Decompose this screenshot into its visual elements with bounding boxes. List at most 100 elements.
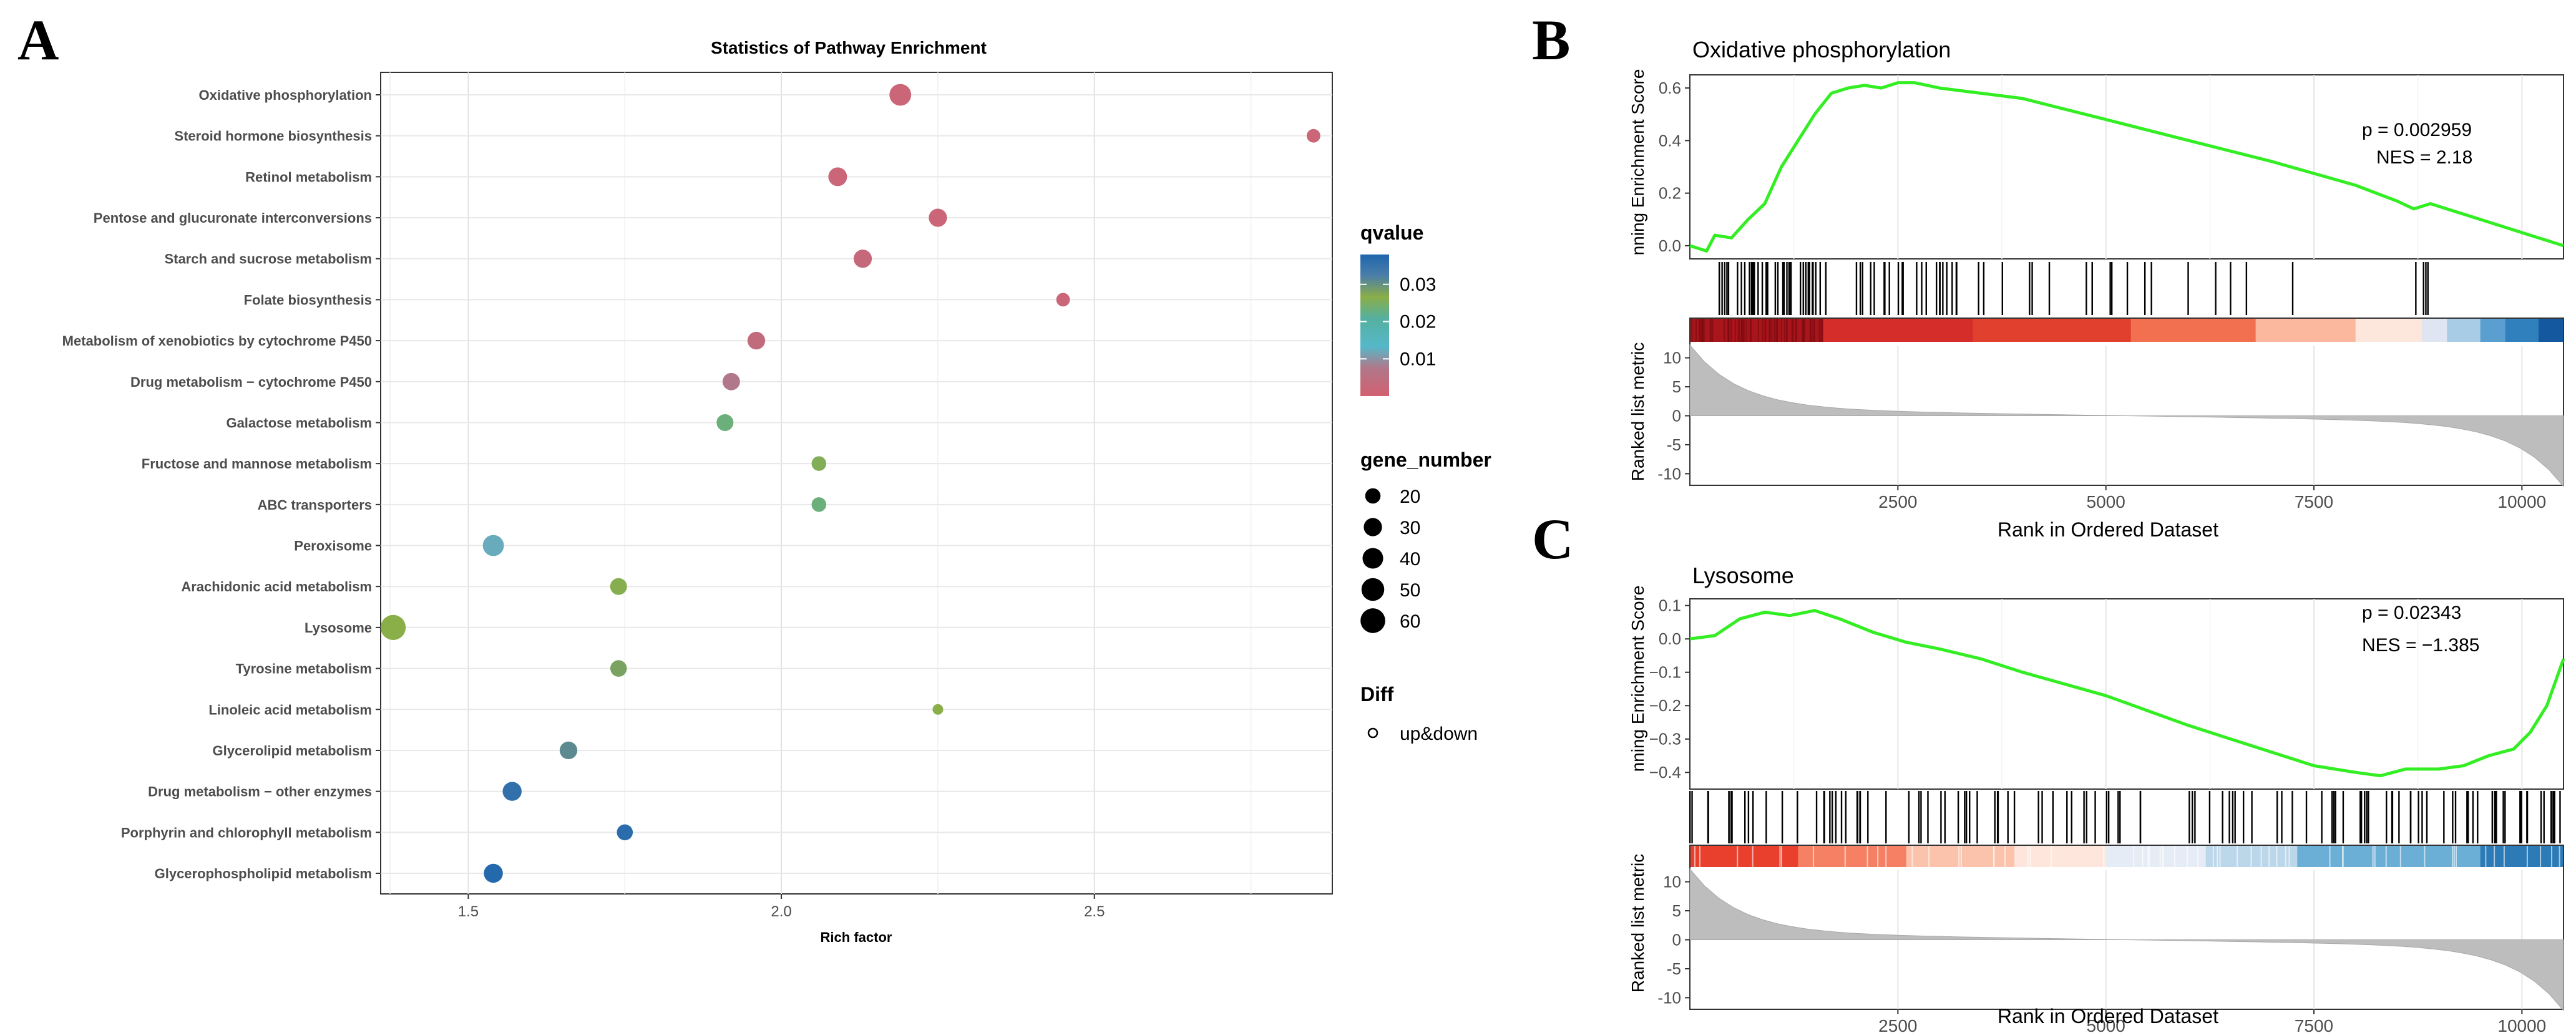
rank-heat-streak <box>2424 845 2426 867</box>
rank-heat-streak <box>2456 845 2457 867</box>
rank-heat-streak <box>1960 845 1962 867</box>
x-tick-label: 2.0 <box>771 903 791 920</box>
rank-heat-streak <box>1792 318 1794 342</box>
legend-gene-number-symbol <box>1360 608 1385 633</box>
gsea-b-metric-axis-label: Ranked list metric <box>1628 342 1647 482</box>
rank-heat-streak <box>1743 318 1745 342</box>
es-y-tick-label: 0.6 <box>1659 79 1681 97</box>
rank-heat-streak <box>2372 845 2374 867</box>
rank-heat-streak <box>2285 845 2286 867</box>
rank-heat-streak <box>2494 845 2496 867</box>
rank-heat-streak <box>1702 318 1704 342</box>
legend-diff-label: up&down <box>1400 724 1478 744</box>
rank-heat-streak <box>1958 845 1960 867</box>
rank-heat-streak <box>1993 845 1995 867</box>
legend-gene-number-symbol <box>1362 548 1383 569</box>
gsea-c-pvalue: p = 0.02343 <box>2362 603 2461 623</box>
rank-heat-segment <box>2297 845 2481 867</box>
rank-heat-streak <box>1762 318 1764 342</box>
legend-qvalue: qvalue 0.01 0.02 0.03 <box>1360 221 1436 396</box>
rank-heat-streak <box>2103 845 2105 867</box>
rank-heat-streak <box>1771 318 1773 342</box>
rank-heat-streak <box>2551 845 2553 867</box>
rank-heat-streak <box>1734 318 1736 342</box>
rank-heat-streak <box>1779 845 1781 867</box>
gsea-c-nes: NES = −1.385 <box>2362 635 2479 656</box>
legend-qvalue-ticks: 0.01 0.02 0.03 <box>1360 274 1436 369</box>
legend-gene-number-title: gene_number <box>1360 449 1491 471</box>
y-tick-label-pathway: Linoleic acid metabolism <box>208 702 372 717</box>
rank-heat-streak <box>1769 318 1771 342</box>
metric-y-tick-label: -10 <box>1657 464 1681 483</box>
y-tick-label-pathway: ABC transporters <box>258 497 372 513</box>
rank-heat-streak <box>1695 318 1697 342</box>
rank-heat-streak <box>1786 318 1788 342</box>
rank-heat-segment <box>2105 845 2207 867</box>
x-tick-label: 2.5 <box>1084 903 1105 920</box>
rank-heat-streak <box>2485 845 2487 867</box>
rank-heat-segment <box>2480 318 2506 342</box>
legend-diff: Diff up&down <box>1360 683 1478 744</box>
rank-heat-streak <box>1730 318 1732 342</box>
rank-heat-streak <box>1745 318 1747 342</box>
rank-heat-streak <box>2197 845 2199 867</box>
gsea-c-metric-axis-label: Ranked list metric <box>1628 854 1647 993</box>
x-tick-label: 5000 <box>2087 1016 2125 1033</box>
point-metabolism-of-xenobiotics-by-cytochrome-p450 <box>747 331 766 350</box>
rank-heat-streak <box>1749 318 1751 342</box>
point-starch-and-sucrose-metabolism <box>853 250 872 268</box>
rank-heat-streak <box>1795 318 1797 342</box>
rank-heat-segment <box>2255 318 2356 342</box>
x-tick-label: 7500 <box>2295 1016 2333 1033</box>
point-tyrosine-metabolism <box>610 660 627 677</box>
plot-frame <box>380 72 1333 895</box>
legend-gene-number-symbol <box>1365 488 1381 504</box>
rank-heat-streak <box>1742 318 1744 342</box>
rank-heat-streak <box>2162 845 2164 867</box>
rank-heat-streak <box>1699 318 1701 342</box>
metric-y-tick-label: 10 <box>1663 873 1681 891</box>
rank-heat-segment <box>2355 318 2422 342</box>
rank-heat-streak <box>1911 845 1913 867</box>
rank-heat-streak <box>1877 845 1879 867</box>
metric-y-tick-label: 5 <box>1672 377 1681 396</box>
rank-heat-streak <box>1802 318 1804 342</box>
y-tick-label-pathway: Arachidonic acid metabolism <box>181 579 372 594</box>
point-glycerolipid-metabolism <box>559 741 578 760</box>
rank-heat-streak <box>1844 845 1846 867</box>
point-oxidative-phosphorylation <box>889 84 912 106</box>
gsea-b-plot: 0.0 0.2 0.4 0.6 10 5 0 -5 -10 2500 5000 7500 10000 <box>1657 74 2564 512</box>
legend-gene-number-label: 40 <box>1400 549 1420 570</box>
x-axis-ticks: 1.5 2.0 2.5 <box>458 894 1105 920</box>
rank-heat-streak <box>1764 318 1766 342</box>
legend-qvalue-tick-label: 0.01 <box>1400 349 1436 369</box>
y-tick-label-pathway: Porphyrin and chlorophyll metabolism <box>121 825 372 840</box>
legend-gene-number-label: 30 <box>1400 518 1420 538</box>
rank-heat-streak <box>2159 845 2161 867</box>
y-tick-label-pathway: Starch and sucrose metabolism <box>164 251 372 267</box>
rank-heat-streak <box>1812 845 1814 867</box>
es-y-tick-label: 0.1 <box>1659 596 1681 615</box>
rank-heat-streak <box>2503 845 2505 867</box>
rank-heat-streak <box>1928 845 1930 867</box>
gsea-b-title: Oxidative phosphorylation <box>1692 37 1951 62</box>
point-porphyrin-and-chlorophyll-metabolism <box>617 824 633 841</box>
rank-heat-segment <box>2130 318 2256 342</box>
legend-gene-number-items: 20 30 40 50 60 <box>1360 487 1420 633</box>
x-tick-label: 2500 <box>1878 492 1917 512</box>
y-tick-label-pathway: Retinol metabolism <box>245 169 372 185</box>
rank-heat-streak <box>2374 845 2376 867</box>
panel-b-label: B <box>1532 8 1570 72</box>
es-y-tick-label: −0.2 <box>1649 696 1681 715</box>
rank-heat-streak <box>1885 845 1887 867</box>
point-pentose-and-glucuronate-interconversions <box>929 208 947 227</box>
rank-heat-streak <box>2288 845 2290 867</box>
gsea-b-x-axis-label: Rank in Ordered Dataset <box>1998 518 2218 541</box>
rank-heat-streak <box>1776 318 1778 342</box>
es-y-tick-label: −0.3 <box>1649 730 1681 749</box>
y-tick-label-pathway: Oxidative phosphorylation <box>199 87 372 103</box>
rank-heat-segment <box>2539 318 2564 342</box>
ranked-metric-area <box>1689 868 2564 1012</box>
panel-a-label: A <box>17 8 59 72</box>
y-tick-label-pathway: Glycerolipid metabolism <box>212 743 372 759</box>
